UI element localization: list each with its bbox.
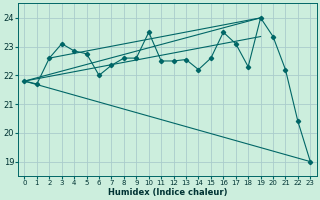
X-axis label: Humidex (Indice chaleur): Humidex (Indice chaleur) [108, 188, 227, 197]
